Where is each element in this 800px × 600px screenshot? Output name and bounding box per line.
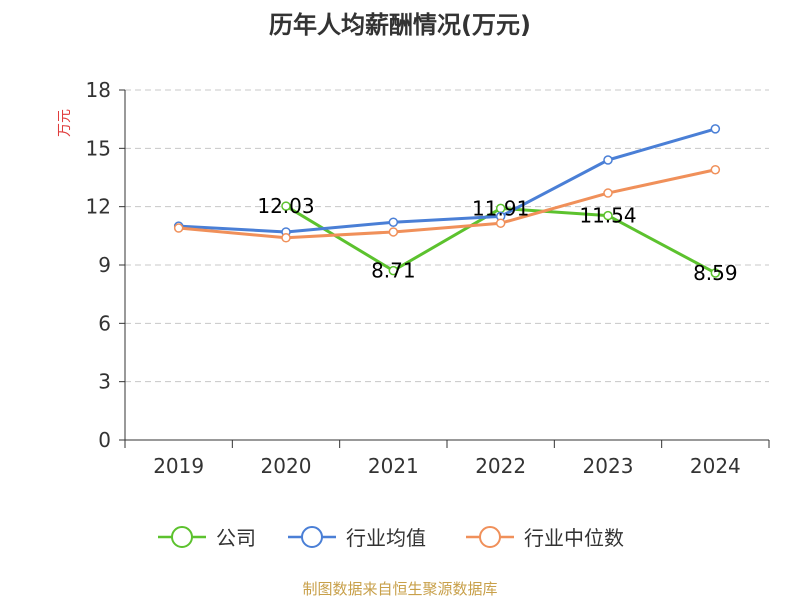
data-point: [281, 201, 291, 211]
data-point: [710, 164, 721, 175]
legend-swatch-marker: [301, 526, 323, 548]
x-tick-label: 2022: [475, 454, 526, 478]
data-point: [710, 268, 721, 278]
series-0: [281, 201, 721, 278]
data-point: [710, 124, 721, 134]
x-tick-label: 2021: [368, 454, 419, 478]
x-tick-label: 2020: [261, 454, 312, 478]
legend-item-0[interactable]: 公司: [158, 526, 256, 550]
x-tick-label: 2024: [690, 454, 741, 478]
data-label: 8.71: [371, 259, 416, 283]
series-line: [178, 127, 716, 234]
series-line: [178, 168, 716, 240]
legend-swatch-marker: [171, 526, 193, 548]
y-tick-label: 9: [98, 253, 111, 277]
axes: 0 3 6 9 12 15 18 2019 2020 2021 2022 2023 2024: [86, 78, 770, 478]
data-point: [388, 227, 399, 237]
data-point: [281, 233, 291, 243]
legend-item-2[interactable]: 行业中位数: [466, 526, 624, 550]
data-point: [603, 155, 613, 165]
legend-label: 行业均值: [346, 526, 426, 550]
chart-title: 历年人均薪酬情况(万元): [269, 11, 531, 39]
legend-label: 行业中位数: [524, 526, 624, 550]
series-layer: [173, 124, 721, 278]
y-tick-label: 3: [98, 370, 111, 394]
legend-item-1[interactable]: 行业均值: [288, 526, 426, 550]
y-tick-label: 12: [86, 195, 111, 219]
x-tick-label: 2019: [153, 454, 204, 478]
data-point: [603, 210, 613, 221]
data-labels: 12.03 8.71 11.91 11.54 8.59: [257, 194, 737, 285]
data-point: [603, 188, 613, 198]
data-label: 11.91: [472, 196, 529, 220]
legend[interactable]: 公司 行业均值 行业中位数: [158, 526, 624, 550]
data-point: [388, 217, 399, 227]
y-tick-label: 6: [98, 311, 111, 335]
y-axis-label: 万元: [57, 109, 73, 137]
legend-swatch-marker: [479, 526, 501, 548]
series-2: [173, 164, 721, 243]
data-point: [388, 265, 399, 276]
data-label: 8.59: [693, 261, 738, 285]
data-label: 12.03: [257, 194, 314, 218]
legend-label: 公司: [216, 526, 256, 550]
y-tick-label: 15: [86, 136, 111, 160]
data-label: 11.54: [579, 204, 636, 228]
data-point: [495, 218, 506, 228]
x-tick-label: 2023: [583, 454, 634, 478]
y-tick-label: 0: [98, 428, 111, 452]
data-point: [173, 223, 184, 233]
y-tick-label: 18: [86, 78, 111, 102]
series-1: [173, 124, 721, 237]
gridlines: [125, 89, 769, 383]
source-note: 制图数据来自恒生聚源数据库: [302, 580, 497, 598]
